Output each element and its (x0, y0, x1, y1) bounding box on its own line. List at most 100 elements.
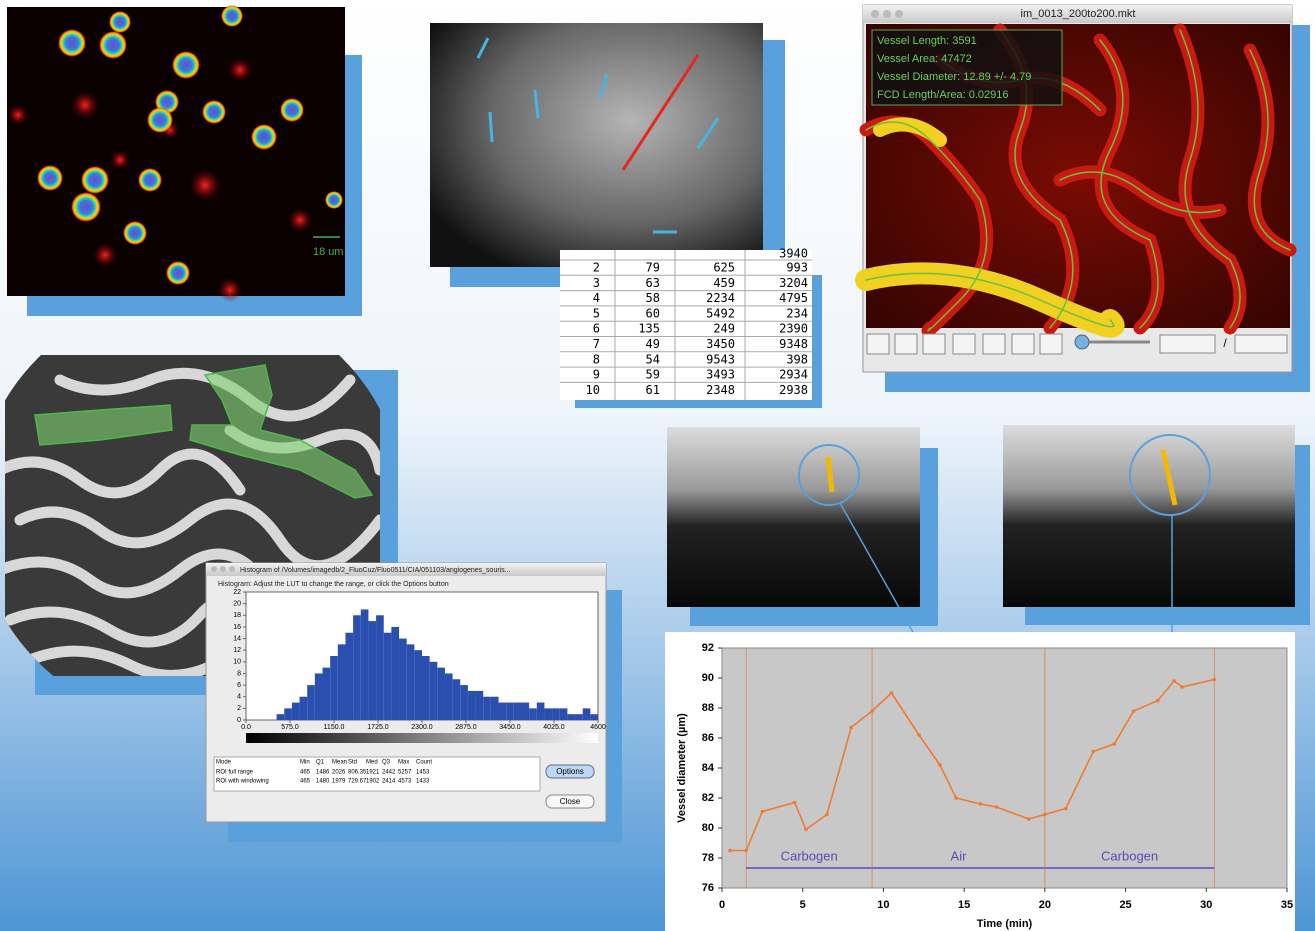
histogram-bar (391, 627, 399, 720)
y-tick-label: 76 (702, 882, 714, 894)
data-point (1027, 817, 1031, 821)
histogram-bar (529, 708, 537, 720)
histogram-bar (506, 703, 514, 720)
stats-header: Max (398, 760, 409, 766)
cell-text: 8 (593, 352, 600, 366)
scale-bar-label: 18 um (313, 246, 344, 258)
y-tick-label: 14 (233, 635, 241, 642)
data-point (761, 810, 765, 814)
histogram-bar (590, 714, 598, 720)
x-tick-label: 35 (1281, 899, 1293, 911)
data-point (744, 849, 748, 853)
stats-header: Count (416, 760, 432, 766)
x-tick-label: 4600 (590, 724, 606, 731)
vessel-window: im_0013_200to200.mkt Vessel Length: 3591… (863, 5, 1292, 372)
data-point (728, 849, 732, 853)
x-tick-label: 15 (958, 899, 970, 911)
cell-text: 993 (786, 261, 808, 275)
x-tick-label: 3450.0 (499, 724, 521, 731)
histogram-bar (468, 691, 476, 720)
stats-cell: 1921 (366, 770, 380, 776)
histogram-bar (384, 633, 392, 720)
data-point (1156, 699, 1160, 703)
cell-text: 3940 (779, 247, 808, 261)
y-axis-title: Vessel diameter (µm) (676, 713, 688, 823)
y-tick-label: 80 (702, 822, 714, 834)
y-tick-label: 84 (702, 762, 715, 774)
data-point (954, 796, 958, 800)
cell-text: 2348 (706, 383, 735, 397)
cell-text: 5 (593, 306, 600, 320)
x-tick-label: 1150.0 (324, 724, 345, 731)
histogram-bar (583, 708, 591, 720)
y-tick-label: 10 (233, 659, 241, 666)
button-label[interactable]: Options (556, 767, 584, 776)
stats-cell: 2414 (382, 779, 396, 785)
cell-text: 4795 (779, 291, 808, 305)
y-tick-label: 20 (233, 600, 241, 607)
cell-text: 234 (786, 306, 808, 320)
gray-image (430, 23, 763, 267)
stats-cell: 729.67 (348, 779, 367, 785)
histogram-bar (292, 703, 300, 720)
button-label[interactable]: Close (560, 797, 581, 806)
stats-cell: ROI full range (216, 770, 254, 776)
stats-cell: 1979 (332, 779, 346, 785)
y-tick-label: 2 (237, 705, 241, 712)
histogram-bar (361, 609, 369, 720)
histogram-bar (499, 703, 507, 720)
histogram-bar (437, 668, 445, 720)
histogram-bar (368, 621, 376, 720)
cell-text: 49 (646, 337, 660, 351)
y-tick-label: 88 (702, 702, 714, 714)
histogram-bar (537, 703, 545, 720)
y-tick-label: 86 (702, 732, 714, 744)
stats-header: Q3 (382, 760, 391, 766)
stat-line: Vessel Area: 47472 (877, 53, 972, 65)
phase-label: Air (951, 848, 968, 863)
cell-text: 3450 (706, 337, 735, 351)
data-point (1043, 813, 1047, 817)
x-tick-label: 20 (1039, 899, 1051, 911)
data-point (1180, 685, 1184, 689)
data-point (890, 691, 894, 695)
y-tick-label: 0 (237, 717, 241, 724)
cell-text: 2 (593, 261, 600, 275)
y-tick-label: 8 (237, 670, 241, 677)
cell-text: 60 (646, 306, 660, 320)
y-tick-label: 82 (702, 792, 714, 804)
data-point (804, 828, 808, 832)
histogram-bar (514, 703, 522, 720)
stats-cell: 1486 (316, 770, 330, 776)
cell-text: 79 (646, 261, 660, 275)
collage: 18 um 3940279625993363459320445822344795… (0, 0, 1315, 931)
stats-cell: 4573 (398, 779, 412, 785)
data-point (825, 813, 829, 817)
stats-header: Q1 (316, 760, 325, 766)
histogram-bar (483, 697, 491, 720)
histogram-bar (544, 708, 552, 720)
stats-cell: 5257 (398, 770, 412, 776)
cell-text: 61 (646, 383, 660, 397)
x-tick-label: 25 (1119, 899, 1131, 911)
x-tick-label: 2875.0 (455, 724, 477, 731)
cell-text: 10 (586, 383, 600, 397)
stats-cell: 2442 (382, 770, 396, 776)
histogram-bar (414, 650, 422, 720)
cell-text: 63 (646, 276, 660, 290)
stats-cell: 1433 (416, 779, 430, 785)
x-tick-label: 0 (719, 899, 725, 911)
histogram-bar (521, 703, 529, 720)
y-tick-label: 92 (702, 642, 714, 654)
histogram-bar (399, 639, 407, 720)
histogram-bar (277, 714, 285, 720)
cell-text: 3204 (779, 276, 808, 290)
cell-text: 9 (593, 368, 600, 382)
x-tick-label: 30 (1200, 899, 1212, 911)
instructions: Histogram: Adjust the LUT to change the … (218, 581, 449, 588)
cell-text: 249 (713, 322, 735, 336)
stat-line: Vessel Diameter: 12.89 +/- 4.79 (877, 71, 1031, 83)
x-axis-title: Time (min) (977, 918, 1033, 930)
